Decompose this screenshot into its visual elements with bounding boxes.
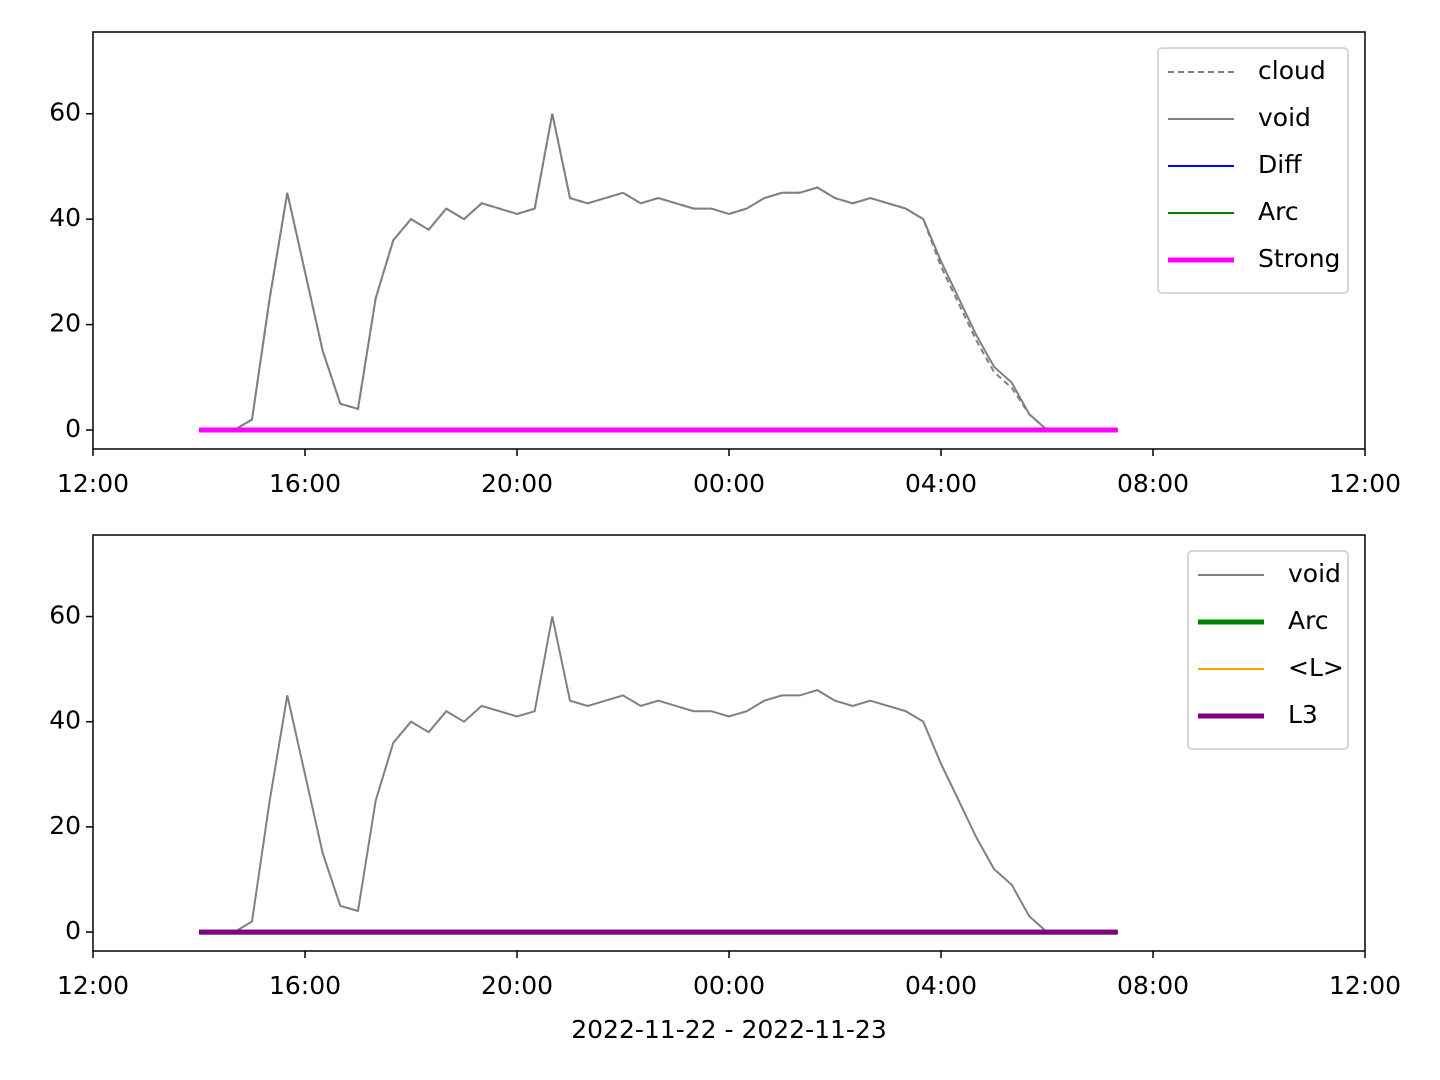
legend-label: <L> bbox=[1288, 653, 1344, 682]
legend-box bbox=[1157, 47, 1349, 294]
data-line bbox=[199, 113, 1118, 431]
y-tick-label: 40 bbox=[49, 203, 81, 232]
subplot: 0 20 40 60 12:00 16:00 20:00 00:00 04:00 08:00 12:… bbox=[49, 31, 1401, 498]
data-line bbox=[199, 113, 1118, 431]
x-tick-label: 20:00 bbox=[481, 469, 553, 498]
y-tick-label: 60 bbox=[49, 98, 81, 127]
legend-label: Diff bbox=[1258, 150, 1302, 179]
x-tick-label: 08:00 bbox=[1117, 971, 1189, 1000]
axes-frame bbox=[92, 534, 1366, 952]
subplot: 0 20 40 60 12:00 16:00 20:00 00:00 04:00 08:00 12:… bbox=[49, 534, 1401, 1044]
y-tick-label: 60 bbox=[49, 601, 81, 630]
legend-label: L3 bbox=[1288, 700, 1318, 729]
x-tick-label: 12:00 bbox=[1329, 469, 1401, 498]
legend-label: Arc bbox=[1258, 197, 1299, 226]
x-axis-label: 2022-11-22 - 2022-11-23 bbox=[571, 1015, 887, 1044]
legend-label: void bbox=[1258, 103, 1311, 132]
x-tick-label: 16:00 bbox=[269, 971, 341, 1000]
x-tick-label: 16:00 bbox=[269, 469, 341, 498]
legend-label: void bbox=[1288, 559, 1341, 588]
legend-label: Strong bbox=[1258, 244, 1340, 273]
x-tick-label: 12:00 bbox=[1329, 971, 1401, 1000]
y-tick-label: 20 bbox=[49, 309, 81, 338]
x-tick-label: 12:00 bbox=[57, 971, 129, 1000]
legend-label: Arc bbox=[1288, 606, 1329, 635]
x-tick-label: 04:00 bbox=[905, 469, 977, 498]
y-tick-label: 40 bbox=[49, 706, 81, 735]
x-tick-label: 04:00 bbox=[905, 971, 977, 1000]
y-tick-label: 20 bbox=[49, 811, 81, 840]
x-tick-label: 00:00 bbox=[693, 469, 765, 498]
x-tick-label: 08:00 bbox=[1117, 469, 1189, 498]
y-tick-label: 0 bbox=[65, 414, 81, 443]
x-tick-label: 20:00 bbox=[481, 971, 553, 1000]
legend-box bbox=[1187, 550, 1349, 750]
x-tick-label: 12:00 bbox=[57, 469, 129, 498]
legend-label: cloud bbox=[1258, 56, 1326, 85]
data-line bbox=[199, 616, 1118, 934]
x-tick-label: 00:00 bbox=[693, 971, 765, 1000]
y-tick-label: 0 bbox=[65, 916, 81, 945]
